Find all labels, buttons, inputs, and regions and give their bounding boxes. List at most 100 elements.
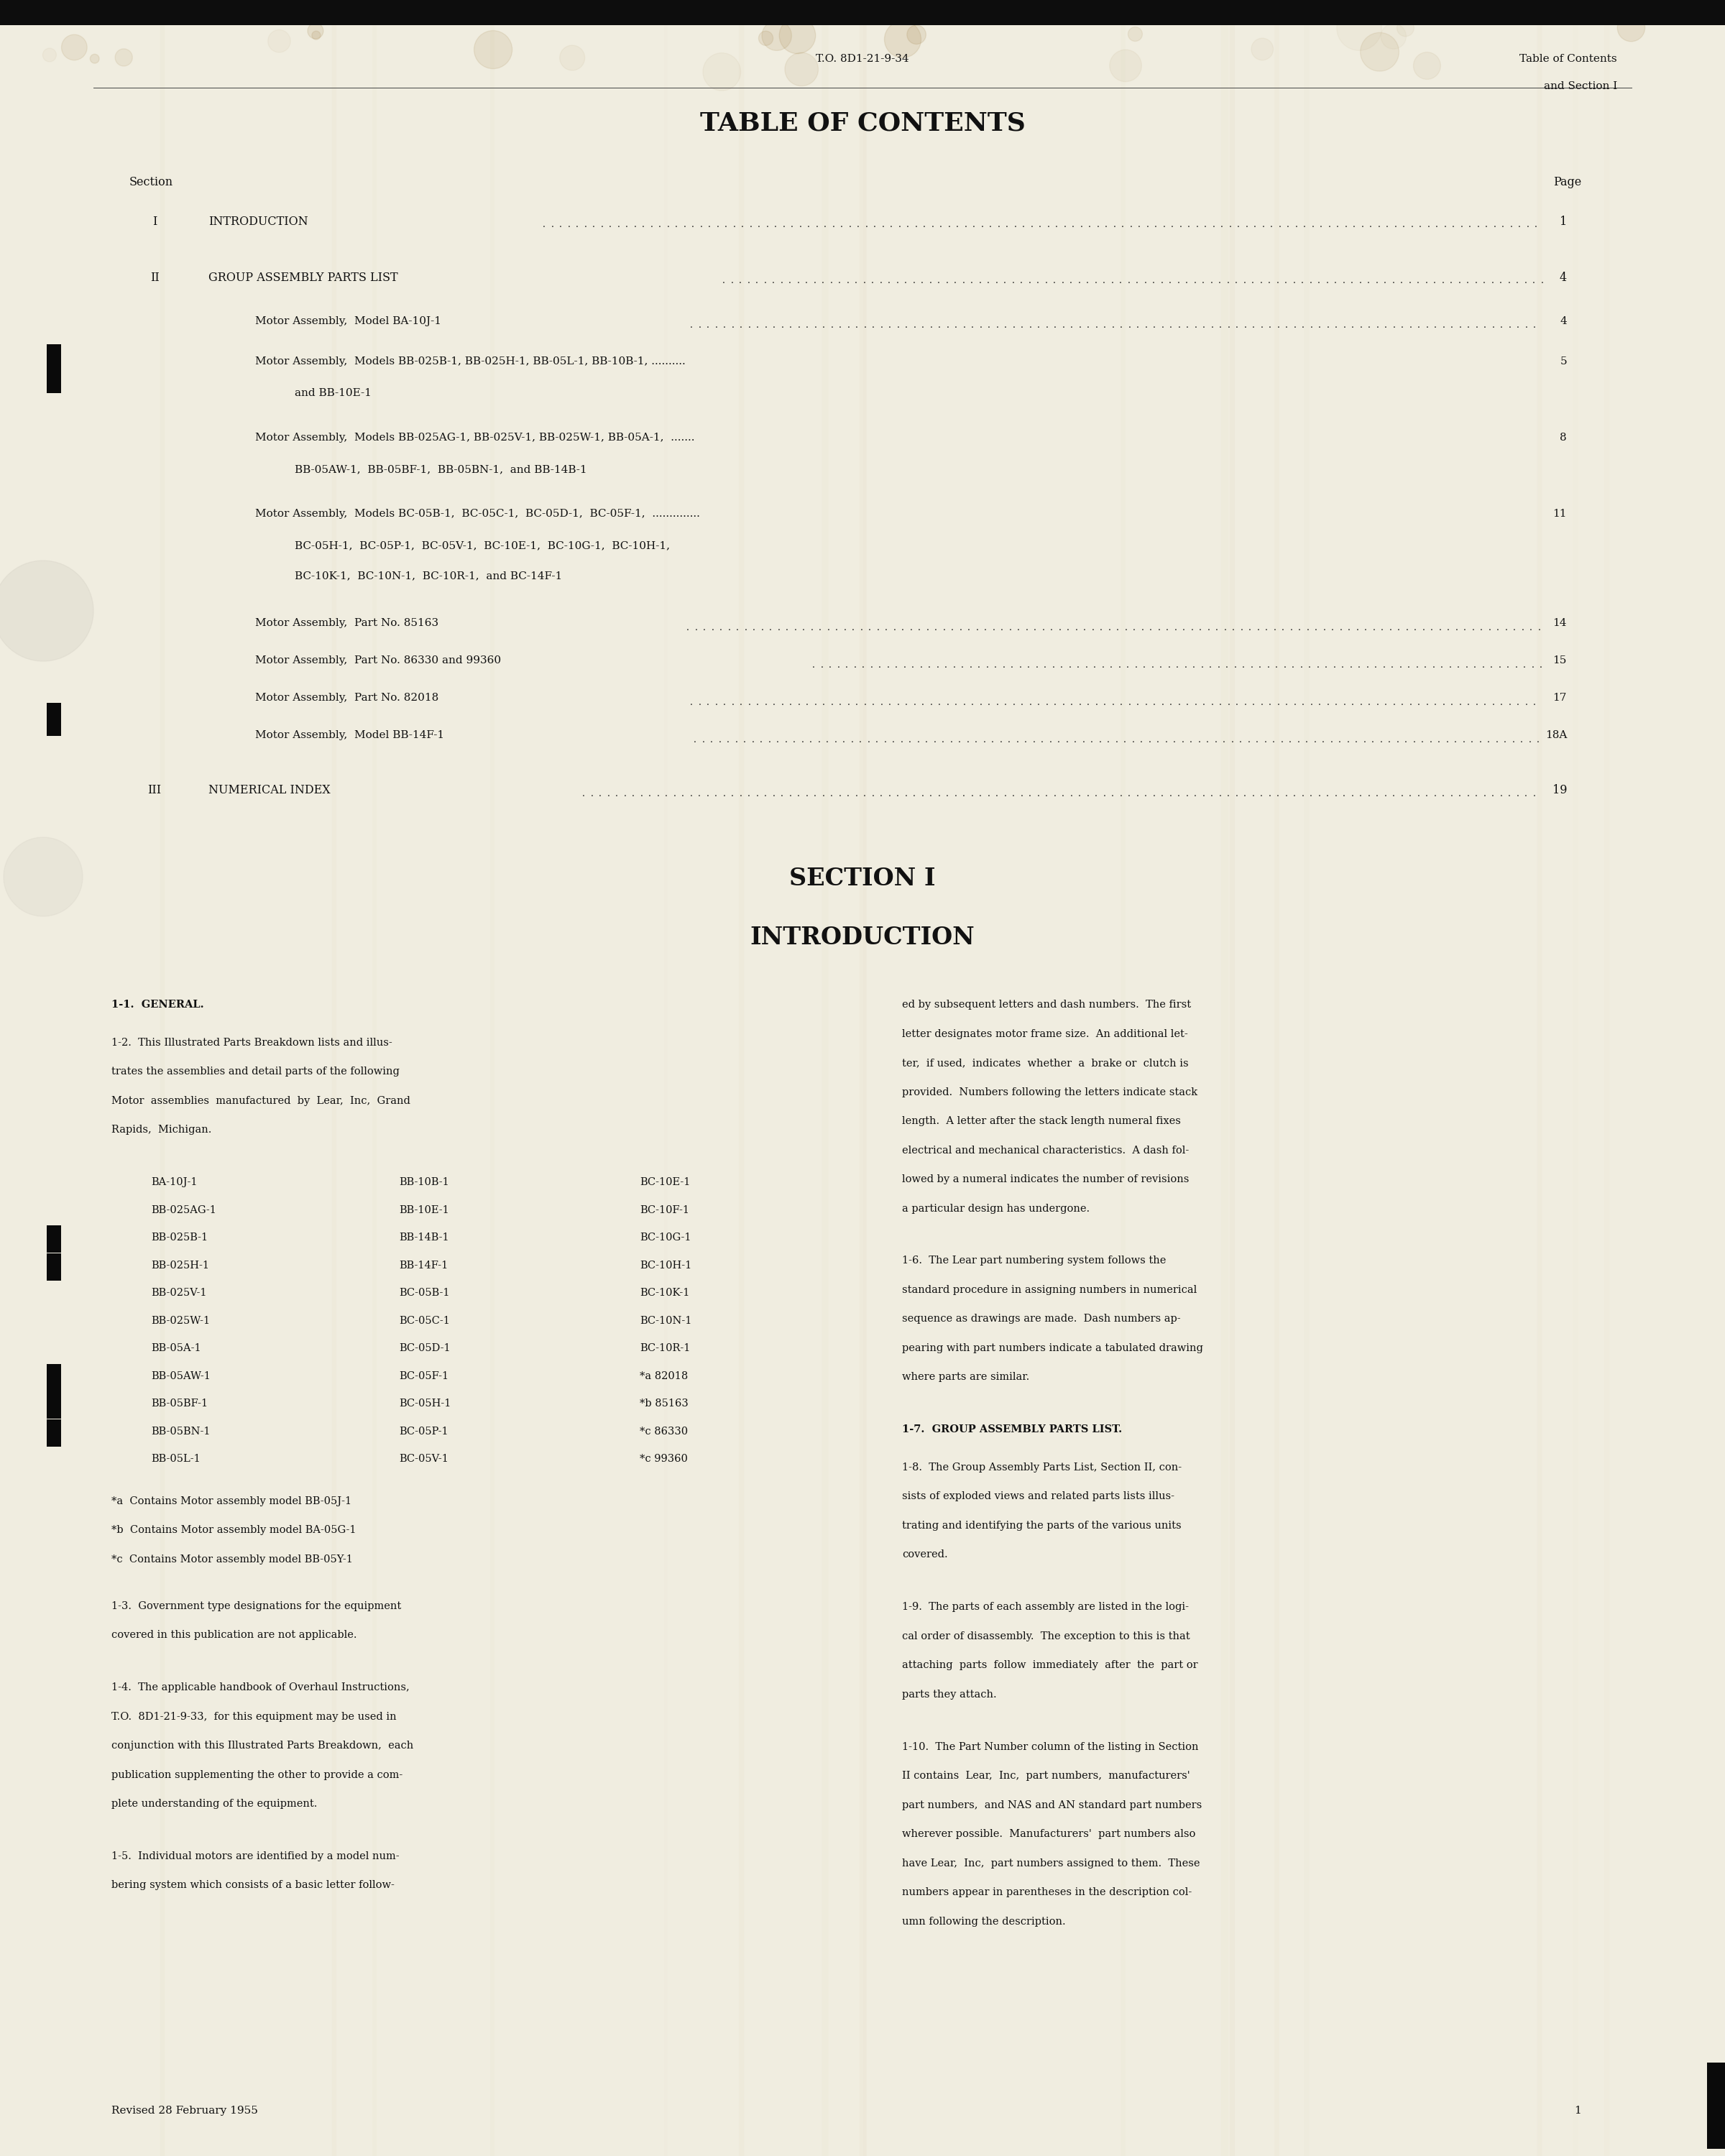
Text: .: . — [921, 789, 925, 798]
Text: .: . — [881, 220, 885, 231]
Text: .: . — [809, 735, 812, 744]
Text: .: . — [821, 789, 825, 798]
Text: .: . — [830, 699, 833, 707]
Text: .: . — [757, 220, 761, 231]
Text: .: . — [726, 735, 730, 744]
Text: .: . — [1094, 276, 1097, 287]
Text: .: . — [1513, 623, 1516, 632]
Text: sequence as drawings are made.  Dash numbers ap-: sequence as drawings are made. Dash numb… — [902, 1313, 1180, 1324]
Text: .: . — [1144, 276, 1147, 287]
Text: .: . — [1140, 623, 1144, 632]
Text: .: . — [764, 789, 768, 798]
Text: .: . — [1484, 789, 1485, 798]
Text: .: . — [1145, 220, 1149, 231]
Text: .: . — [854, 276, 857, 287]
Text: .: . — [871, 276, 875, 287]
Text: .: . — [1252, 321, 1254, 330]
Text: .: . — [1228, 220, 1232, 231]
Text: .: . — [1187, 321, 1189, 330]
Bar — [47, 703, 60, 735]
Text: .: . — [807, 220, 811, 231]
Text: .: . — [1180, 220, 1182, 231]
Text: .: . — [1456, 623, 1458, 632]
Text: .: . — [1532, 660, 1534, 671]
Text: BB-025V-1: BB-025V-1 — [152, 1287, 207, 1298]
Text: II: II — [150, 272, 159, 285]
Text: .: . — [657, 789, 659, 798]
Circle shape — [90, 54, 100, 63]
Text: .: . — [1314, 623, 1318, 632]
Text: .: . — [852, 623, 854, 632]
Text: .: . — [1285, 699, 1289, 707]
Text: .: . — [1095, 699, 1097, 707]
Text: .: . — [1276, 789, 1280, 798]
Text: BB-05BN-1: BB-05BN-1 — [152, 1427, 210, 1436]
Text: .: . — [1344, 321, 1346, 330]
Text: Revised 28 February 1955: Revised 28 February 1955 — [112, 2106, 259, 2115]
Text: .: . — [743, 735, 745, 744]
Text: .: . — [1492, 789, 1494, 798]
Text: .: . — [938, 789, 940, 798]
Text: .: . — [1037, 699, 1040, 707]
Text: .: . — [790, 321, 792, 330]
Text: .: . — [740, 321, 742, 330]
Text: .: . — [1078, 276, 1080, 287]
Text: .: . — [1368, 321, 1371, 330]
Text: umn following the description.: umn following the description. — [902, 1917, 1066, 1927]
Text: .: . — [666, 220, 669, 231]
Text: .: . — [1484, 699, 1487, 707]
Text: .: . — [857, 220, 859, 231]
Text: .: . — [842, 735, 845, 744]
Text: length.  A letter after the stack length numeral fixes: length. A letter after the stack length … — [902, 1117, 1182, 1125]
Text: .: . — [961, 660, 964, 671]
Text: *c  Contains Motor assembly model BB-05Y-1: *c Contains Motor assembly model BB-05Y-… — [112, 1554, 354, 1565]
Text: .: . — [956, 220, 959, 231]
Text: .: . — [1301, 789, 1304, 798]
Text: .: . — [1475, 276, 1477, 287]
Text: .: . — [799, 220, 802, 231]
Text: .: . — [1052, 276, 1056, 287]
Text: .: . — [1194, 321, 1197, 330]
Text: .: . — [1409, 789, 1411, 798]
Text: BB-025B-1: BB-025B-1 — [152, 1233, 207, 1242]
Text: *a  Contains Motor assembly model BB-05J-1: *a Contains Motor assembly model BB-05J-… — [112, 1496, 352, 1507]
Text: .: . — [1244, 276, 1245, 287]
Text: .: . — [1477, 220, 1480, 231]
Text: .: . — [847, 789, 849, 798]
Text: .: . — [1223, 735, 1225, 744]
Text: .: . — [847, 276, 849, 287]
Text: .: . — [1213, 220, 1214, 231]
Text: .: . — [743, 623, 747, 632]
Text: .: . — [699, 789, 700, 798]
Text: .: . — [1182, 623, 1185, 632]
Text: .: . — [1508, 789, 1511, 798]
Text: .: . — [1442, 789, 1444, 798]
Text: BC-05C-1: BC-05C-1 — [398, 1315, 450, 1326]
Text: .: . — [1442, 321, 1446, 330]
Text: .: . — [764, 276, 766, 287]
Text: .: . — [1408, 660, 1409, 671]
Text: .: . — [1433, 789, 1437, 798]
Text: .: . — [1104, 321, 1106, 330]
Text: .: . — [1480, 623, 1484, 632]
Text: .: . — [1270, 220, 1273, 231]
Text: .: . — [1009, 623, 1011, 632]
Text: .: . — [1276, 699, 1280, 707]
Text: .: . — [1002, 660, 1006, 671]
Text: .: . — [1006, 220, 1009, 231]
Text: .: . — [823, 321, 825, 330]
Text: .: . — [975, 735, 978, 744]
Text: .: . — [1416, 276, 1420, 287]
Text: .: . — [1135, 276, 1138, 287]
Text: .: . — [1095, 789, 1097, 798]
Text: .: . — [1327, 699, 1330, 707]
Text: .: . — [1156, 735, 1159, 744]
Text: .: . — [904, 660, 906, 671]
Text: .: . — [947, 321, 949, 330]
Text: .: . — [600, 220, 604, 231]
Text: .: . — [1223, 623, 1226, 632]
Text: 1-3.  Government type designations for the equipment: 1-3. Government type designations for th… — [112, 1602, 402, 1611]
Text: GROUP ASSEMBLY PARTS LIST: GROUP ASSEMBLY PARTS LIST — [209, 272, 398, 285]
Text: .: . — [1520, 735, 1523, 744]
Text: .: . — [978, 660, 980, 671]
